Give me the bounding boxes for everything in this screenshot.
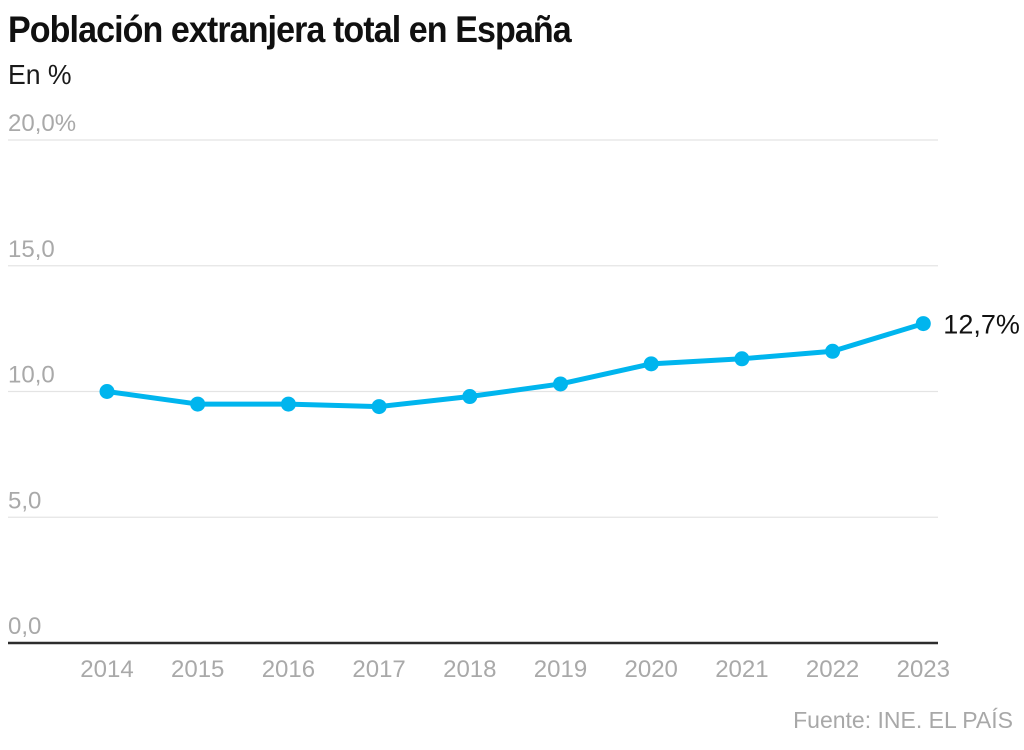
data-point [462, 389, 478, 405]
y-tick-label: 20,0% [8, 110, 76, 137]
y-tick-label: 5,0 [8, 487, 41, 514]
data-point [915, 316, 931, 332]
data-point [825, 343, 841, 359]
data-point [553, 376, 568, 392]
x-tick-label: 2020 [625, 656, 678, 683]
data-point [190, 396, 206, 412]
x-tick-label: 2014 [80, 656, 133, 683]
chart-subtitle: En % [8, 59, 72, 90]
y-tick-label: 15,0 [8, 236, 55, 263]
y-tick-label: 0,0 [8, 613, 41, 640]
chart-title: Población extranjera total en España [8, 9, 572, 50]
x-tick-label: 2019 [534, 656, 587, 683]
x-tick-label: 2022 [806, 656, 859, 683]
source-credit: Fuente: INE. EL PAÍS [793, 707, 1013, 733]
y-tick-label: 10,0 [8, 362, 55, 389]
x-tick-label: 2018 [443, 656, 496, 683]
data-line [104, 321, 926, 410]
data-point [280, 396, 296, 412]
data-point [99, 384, 115, 399]
x-tick-label: 2023 [897, 656, 950, 683]
data-point [371, 399, 387, 415]
data-point [643, 356, 659, 372]
x-tick-label: 2015 [171, 656, 224, 683]
data-point [734, 351, 750, 367]
last-value-label: 12,7% [943, 310, 1020, 340]
x-tick-label: 2016 [262, 656, 315, 683]
x-tick-label: 2017 [352, 656, 405, 683]
x-tick-label: 2021 [715, 656, 768, 683]
